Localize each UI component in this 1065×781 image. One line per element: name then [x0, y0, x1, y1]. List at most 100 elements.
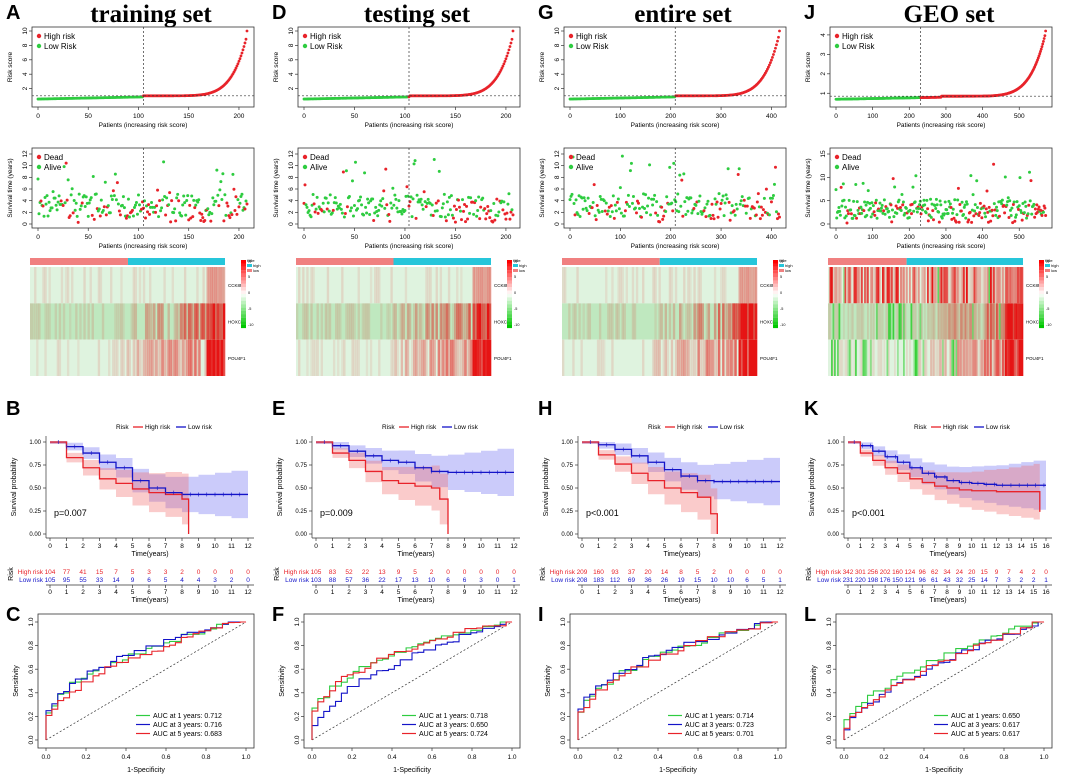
survival-point [309, 215, 313, 219]
hm-cell [328, 303, 332, 340]
hm-cell [858, 303, 860, 340]
hm-cell [423, 339, 426, 376]
hm-cell [954, 303, 956, 340]
survival-point [597, 210, 601, 214]
survival-point [692, 206, 696, 210]
legend-alive-dot [834, 164, 840, 170]
survival-point [1007, 215, 1011, 219]
survival-point [761, 208, 765, 212]
hm-cell [701, 339, 704, 376]
hm-cell [1008, 303, 1010, 340]
survival-point [623, 209, 627, 213]
hm-scale-cell [773, 283, 778, 288]
survival-point [637, 207, 641, 211]
survival-point [655, 200, 659, 204]
y-tick-label: 0.0 [294, 735, 301, 744]
x-tick-label: 100 [400, 234, 411, 241]
survival-point [343, 212, 347, 216]
hm-cell [1011, 339, 1013, 376]
hm-scale-cell [773, 304, 778, 308]
survival-point [652, 197, 656, 201]
survival-point [1024, 204, 1028, 208]
hm-cell [969, 267, 971, 304]
hm-cell [66, 267, 70, 304]
hm-scale-cell [1039, 304, 1044, 308]
survival-point [366, 197, 370, 201]
hm-cell [713, 267, 717, 304]
p-value: p<0.001 [586, 508, 619, 518]
risk-point [775, 43, 778, 47]
hm-cell [976, 339, 979, 376]
km-legend-high-label: High risk [943, 424, 969, 431]
hm-cell [159, 303, 162, 340]
y-axis-label: Risk score [539, 51, 546, 82]
risk-row-low-label: Low risk [551, 577, 576, 584]
survival-point [51, 190, 55, 194]
hm-cell [867, 303, 869, 340]
y-tick-label: 1.0 [294, 617, 301, 626]
risk-low-count: 183 [593, 577, 604, 584]
survival-point [946, 211, 950, 215]
panel-title: GEO set [903, 1, 995, 28]
hm-legend-swatch-low [779, 269, 784, 272]
y-tick-label: 0.6 [294, 664, 301, 673]
risk-high-count: 15 [96, 569, 104, 576]
hm-cell [691, 339, 694, 376]
hm-cell [960, 267, 962, 304]
survival-point [363, 171, 367, 175]
risk-high-count: 20 [968, 569, 976, 576]
x-tick-label: 4 [114, 543, 118, 550]
survival-point [431, 214, 435, 218]
survival-point [158, 199, 162, 203]
legend-high-label: High risk [310, 32, 342, 41]
hm-legend-swatch-low [1045, 269, 1050, 272]
hm-cell [32, 303, 35, 340]
panel-title: training set [90, 1, 212, 28]
survival-point [719, 201, 723, 205]
survival-point [345, 205, 349, 209]
x-tick-label: 9 [958, 589, 962, 596]
survival-point [133, 203, 137, 207]
hm-cell [744, 339, 748, 376]
hm-cell [306, 303, 309, 340]
hm-cell [943, 303, 946, 340]
x-axis-label: Patients (increasing risk score) [99, 243, 188, 250]
hm-cell [175, 303, 179, 340]
hm-cell [206, 303, 209, 340]
survival-point [432, 158, 436, 162]
survival-point [705, 202, 709, 206]
hm-scale-cell [241, 287, 246, 291]
survival-point [758, 217, 762, 221]
y-tick-label: 4 [22, 72, 29, 76]
hm-cell [114, 339, 117, 376]
hm-scale-cell [773, 277, 778, 281]
x-tick-label: 16 [1042, 589, 1050, 596]
survival-point [1020, 218, 1024, 222]
hm-cell [298, 267, 301, 304]
survival-point [774, 210, 778, 214]
survival-point [868, 206, 872, 210]
hm-cell [1012, 303, 1015, 340]
survival-point [1032, 202, 1036, 206]
hm-cell [861, 267, 863, 304]
hm-cell [97, 339, 101, 376]
hm-cell [722, 339, 725, 376]
hm-cell [834, 339, 836, 376]
survival-point [882, 198, 886, 202]
survival-point [66, 178, 70, 182]
survival-point [497, 210, 501, 214]
survival-point [222, 219, 226, 223]
x-tick-label: 2 [871, 543, 875, 550]
survival-point [137, 203, 141, 207]
hm-cell [856, 267, 859, 304]
panel-label-km: K [804, 398, 819, 420]
survival-point [391, 186, 395, 190]
survival-point [676, 192, 680, 196]
hm-cell [404, 339, 408, 376]
hm-cell [864, 267, 866, 304]
x-tick-label: 0.0 [307, 754, 316, 761]
survival-point [463, 202, 467, 206]
hm-cell [886, 267, 889, 304]
survival-point [951, 211, 955, 215]
hm-row-bg [296, 339, 491, 376]
